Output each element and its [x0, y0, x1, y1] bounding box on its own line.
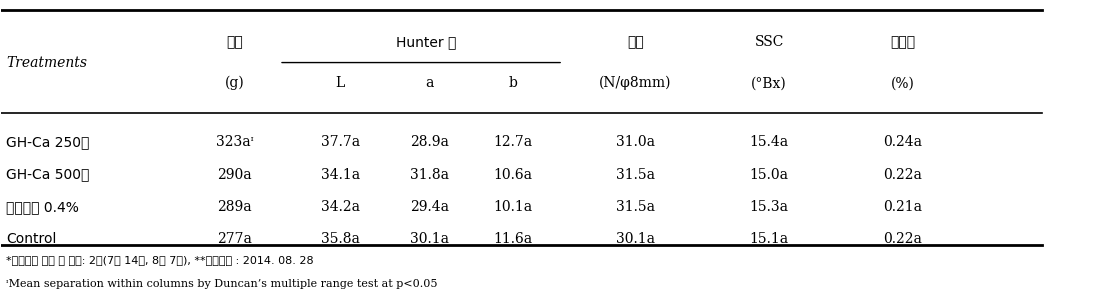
Text: 277a: 277a [217, 232, 252, 246]
Text: 15.1a: 15.1a [749, 232, 788, 246]
Text: 31.5a: 31.5a [615, 200, 655, 214]
Text: *수체살포 횟수 및 시기: 2회(7월 14일, 8월 7일), **수확시기 : 2014. 08. 28: *수체살포 횟수 및 시기: 2회(7월 14일, 8월 7일), **수확시기… [7, 255, 314, 265]
Text: 289a: 289a [217, 200, 252, 214]
Text: 과중: 과중 [226, 35, 243, 49]
Text: 산함량: 산함량 [890, 35, 915, 49]
Text: 0.22a: 0.22a [883, 232, 922, 246]
Text: 28.9a: 28.9a [410, 135, 449, 149]
Text: Control: Control [7, 232, 57, 246]
Text: 29.4a: 29.4a [410, 200, 449, 214]
Text: Treatments: Treatments [7, 56, 87, 70]
Text: 12.7a: 12.7a [494, 135, 533, 149]
Text: (N/φ8mm): (N/φ8mm) [599, 76, 671, 90]
Text: (°Bx): (°Bx) [752, 76, 787, 90]
Text: L: L [336, 76, 345, 90]
Text: ᶦMean separation within columns by Duncan’s multiple range test at p<0.05: ᶦMean separation within columns by Dunca… [7, 279, 438, 289]
Text: 10.6a: 10.6a [494, 168, 533, 181]
Text: Hunter 값: Hunter 값 [397, 35, 457, 49]
Text: 34.1a: 34.1a [321, 168, 360, 181]
Text: a: a [425, 76, 434, 90]
Text: 31.5a: 31.5a [615, 168, 655, 181]
Text: 15.0a: 15.0a [749, 168, 788, 181]
Text: 경도: 경도 [627, 35, 643, 49]
Text: 11.6a: 11.6a [494, 232, 533, 246]
Text: 37.7a: 37.7a [321, 135, 360, 149]
Text: 35.8a: 35.8a [321, 232, 360, 246]
Text: 0.21a: 0.21a [883, 200, 922, 214]
Text: 15.3a: 15.3a [749, 200, 788, 214]
Text: 0.22a: 0.22a [883, 168, 922, 181]
Text: 290a: 290a [217, 168, 252, 181]
Text: 34.2a: 34.2a [321, 200, 360, 214]
Text: 염화칼싘 0.4%: 염화칼싘 0.4% [7, 200, 79, 214]
Text: SSC: SSC [755, 35, 784, 49]
Text: 0.24a: 0.24a [883, 135, 922, 149]
Text: b: b [508, 76, 517, 90]
Text: 30.1a: 30.1a [410, 232, 449, 246]
Text: GH-Ca 500배: GH-Ca 500배 [7, 168, 89, 181]
Text: 10.1a: 10.1a [494, 200, 533, 214]
Text: 31.8a: 31.8a [410, 168, 449, 181]
Text: (g): (g) [225, 76, 244, 90]
Text: (%): (%) [891, 76, 914, 90]
Text: 31.0a: 31.0a [615, 135, 655, 149]
Text: 15.4a: 15.4a [749, 135, 788, 149]
Text: GH-Ca 250배: GH-Ca 250배 [7, 135, 89, 149]
Text: 323aᶦ: 323aᶦ [215, 135, 253, 149]
Text: 30.1a: 30.1a [615, 232, 655, 246]
